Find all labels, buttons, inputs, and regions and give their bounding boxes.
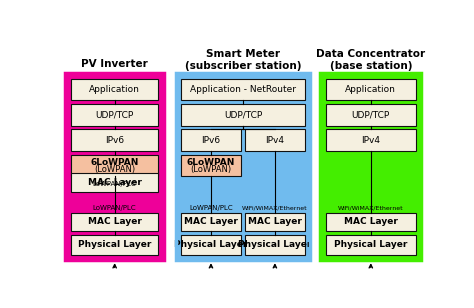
Text: UDP/TCP: UDP/TCP bbox=[352, 110, 390, 119]
Bar bbox=[326, 104, 416, 126]
Text: Application: Application bbox=[346, 85, 396, 94]
Text: LoWPAN/PLC: LoWPAN/PLC bbox=[189, 205, 233, 211]
Text: IPv6: IPv6 bbox=[105, 136, 124, 145]
Text: Physical Layer: Physical Layer bbox=[238, 240, 311, 249]
Bar bbox=[245, 129, 305, 151]
Bar bbox=[175, 73, 310, 260]
Text: UDP/TCP: UDP/TCP bbox=[224, 110, 262, 119]
Bar bbox=[175, 73, 310, 260]
Text: IPv6: IPv6 bbox=[201, 136, 220, 145]
Bar bbox=[181, 79, 305, 100]
Text: Physical Layer: Physical Layer bbox=[78, 240, 151, 249]
Bar bbox=[181, 155, 241, 176]
Text: WiFi/WiMAX/Ethernet: WiFi/WiMAX/Ethernet bbox=[242, 206, 308, 211]
Text: WiFi/WiMAX/Ethernet: WiFi/WiMAX/Ethernet bbox=[338, 206, 404, 211]
Text: IPv4: IPv4 bbox=[361, 136, 380, 145]
Bar bbox=[245, 235, 305, 255]
Bar bbox=[181, 213, 241, 231]
Bar bbox=[71, 79, 158, 100]
Bar bbox=[71, 213, 158, 231]
Text: MAC Layer: MAC Layer bbox=[184, 217, 238, 226]
Text: Smart Meter
(subscriber station): Smart Meter (subscriber station) bbox=[185, 49, 301, 71]
Text: 6LoWPAN: 6LoWPAN bbox=[187, 158, 235, 167]
Bar bbox=[71, 155, 158, 176]
Text: UDP/TCP: UDP/TCP bbox=[96, 110, 134, 119]
Text: PV Inverter: PV Inverter bbox=[81, 59, 148, 69]
Bar bbox=[320, 73, 421, 260]
Text: Application: Application bbox=[89, 85, 140, 94]
Text: IPv4: IPv4 bbox=[265, 136, 284, 145]
Text: (LoWPAN): (LoWPAN) bbox=[94, 165, 135, 174]
Bar bbox=[65, 73, 164, 260]
Bar bbox=[71, 129, 158, 151]
Text: 6LoWPAN: 6LoWPAN bbox=[91, 158, 139, 167]
Bar bbox=[71, 104, 158, 126]
Bar bbox=[326, 235, 416, 255]
Bar bbox=[181, 235, 241, 255]
Bar bbox=[71, 235, 158, 255]
Bar bbox=[181, 129, 241, 151]
Text: LoWPAN/PLC: LoWPAN/PLC bbox=[93, 205, 137, 211]
Bar bbox=[71, 173, 158, 192]
Bar bbox=[65, 73, 164, 260]
Text: Data Concentrator
(base station): Data Concentrator (base station) bbox=[316, 49, 425, 71]
Bar bbox=[181, 104, 305, 126]
Bar bbox=[326, 213, 416, 231]
Text: MAC Layer: MAC Layer bbox=[344, 217, 398, 226]
Text: LoWPAN/PLC: LoWPAN/PLC bbox=[93, 181, 137, 187]
Text: Physical Layer: Physical Layer bbox=[334, 240, 408, 249]
Bar bbox=[326, 129, 416, 151]
Bar bbox=[320, 73, 421, 260]
Bar bbox=[245, 213, 305, 231]
Bar bbox=[326, 79, 416, 100]
Text: MAC Layer: MAC Layer bbox=[88, 178, 142, 187]
Text: MAC Layer: MAC Layer bbox=[88, 217, 142, 226]
Text: Physical Layer: Physical Layer bbox=[174, 240, 247, 249]
Text: MAC Layer: MAC Layer bbox=[248, 217, 302, 226]
Text: (LoWPAN): (LoWPAN) bbox=[191, 165, 231, 174]
Text: Application - NetRouter: Application - NetRouter bbox=[190, 85, 296, 94]
